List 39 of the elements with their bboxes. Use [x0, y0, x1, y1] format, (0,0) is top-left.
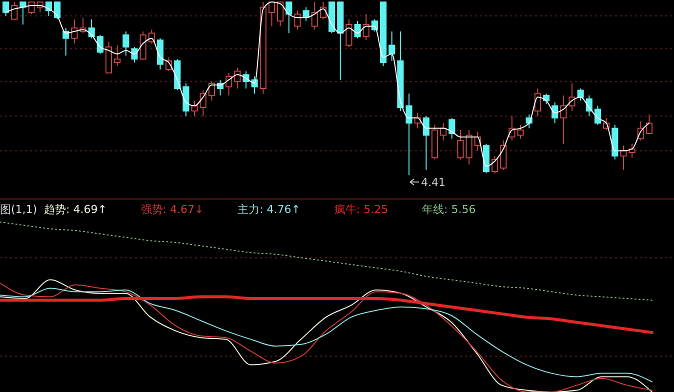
candlestick	[114, 44, 121, 67]
candlestick	[577, 88, 584, 102]
candlestick	[448, 117, 456, 140]
candlestick	[620, 145, 627, 170]
candlestick	[131, 46, 138, 64]
candlestick	[286, 2, 292, 34]
candlestick	[406, 93, 412, 176]
candlestick	[362, 14, 370, 41]
candlestick	[226, 72, 232, 96]
candlestick	[354, 20, 361, 39]
candlestick	[568, 82, 576, 112]
candlestick	[422, 116, 430, 170]
candlestick	[517, 124, 524, 140]
candlestick	[646, 114, 652, 134]
candlestick	[534, 88, 541, 117]
text: 疯牛: 5.25	[334, 203, 388, 216]
candlestick	[62, 27, 70, 56]
candlestick	[500, 140, 507, 170]
candlestick	[191, 100, 198, 117]
text: 主力: 4.76↑	[238, 203, 301, 216]
text: 年线: 5.56	[422, 203, 476, 216]
candlestick	[457, 130, 464, 160]
candlestick	[294, 10, 301, 30]
candlestick	[54, 2, 61, 20]
candlestick	[234, 67, 241, 89]
candlestick	[96, 34, 104, 54]
candlestick	[200, 90, 206, 117]
candlestick	[388, 30, 396, 62]
candlestick	[346, 18, 352, 48]
candlestick	[466, 130, 472, 166]
candlestick	[492, 155, 498, 174]
text: 强势: 4.67↓	[140, 203, 204, 216]
candlestick	[71, 18, 78, 44]
chart-title: 图(1,1)	[0, 203, 38, 216]
text: 趋势: 4.69↑	[44, 203, 107, 216]
candlestick	[122, 30, 130, 56]
candlestick	[2, 2, 10, 16]
text: 4.41	[421, 176, 446, 189]
candlestick	[208, 81, 215, 102]
